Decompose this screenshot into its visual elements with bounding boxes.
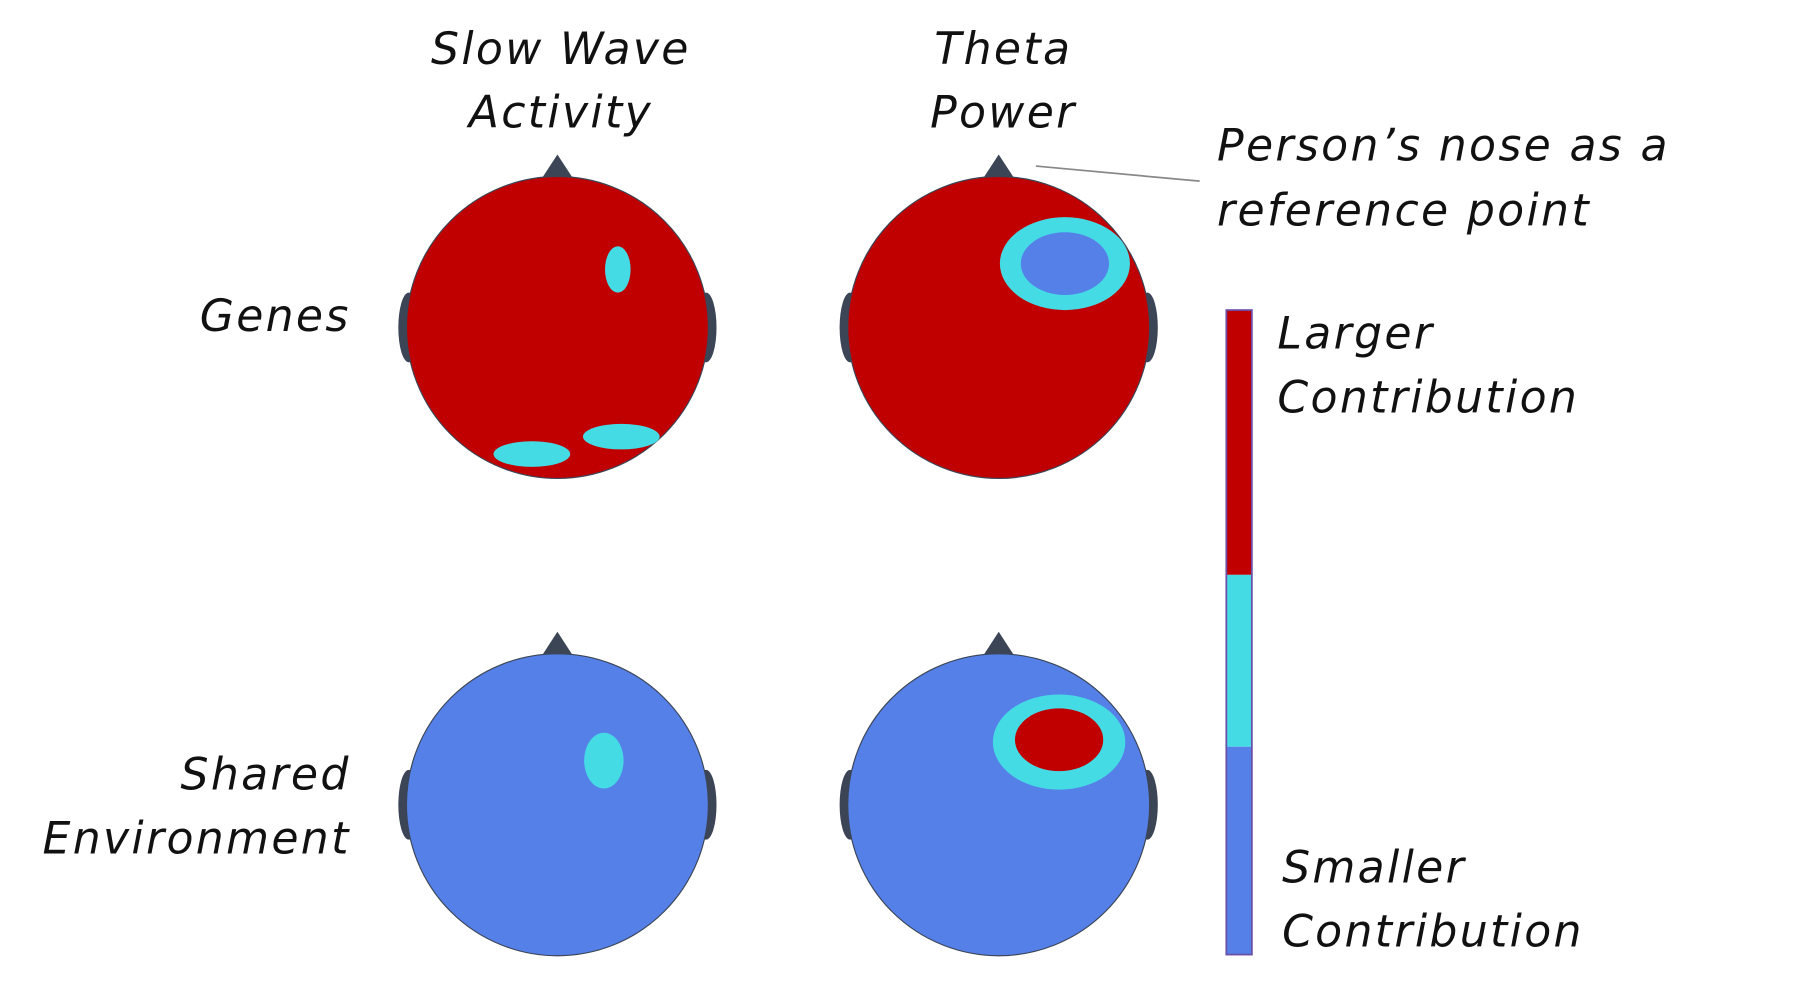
column-title: Theta xyxy=(934,24,1072,75)
nose xyxy=(542,154,573,178)
annotation-line xyxy=(1035,165,1200,183)
scalp xyxy=(405,175,709,480)
spot xyxy=(493,441,571,467)
annotation: Person’s nose as a xyxy=(1217,120,1670,171)
head xyxy=(839,631,1158,957)
head xyxy=(839,154,1158,480)
spot xyxy=(605,246,631,293)
nose xyxy=(983,631,1014,655)
row-label: Genes xyxy=(200,291,351,342)
column-title: Activity xyxy=(466,88,653,139)
spot xyxy=(584,732,624,789)
head xyxy=(398,154,717,480)
annotation: reference point xyxy=(1217,185,1591,236)
scalp xyxy=(847,653,1151,957)
legend-border xyxy=(1225,309,1253,956)
column-title: Power xyxy=(930,88,1077,139)
row-label: Environment xyxy=(43,814,351,865)
spot xyxy=(1020,232,1110,295)
legend-label: Contribution xyxy=(1277,372,1579,423)
spot xyxy=(1014,708,1104,772)
spot xyxy=(582,423,660,450)
head xyxy=(398,631,717,957)
legend-segment xyxy=(1226,574,1252,747)
scalp xyxy=(405,653,709,957)
legend-segment xyxy=(1226,746,1252,955)
legend: Larger Contribution Smaller Contribution xyxy=(1225,308,1584,957)
legend-label: Smaller xyxy=(1282,843,1467,894)
legend-label: Contribution xyxy=(1282,906,1584,957)
row-label: Shared xyxy=(181,750,351,801)
legend-label: Larger xyxy=(1277,308,1434,359)
column-title: Slow Wave xyxy=(431,24,691,75)
scalp xyxy=(847,175,1151,480)
nose xyxy=(542,631,573,655)
legend-segment xyxy=(1226,310,1252,575)
nose xyxy=(983,154,1014,178)
